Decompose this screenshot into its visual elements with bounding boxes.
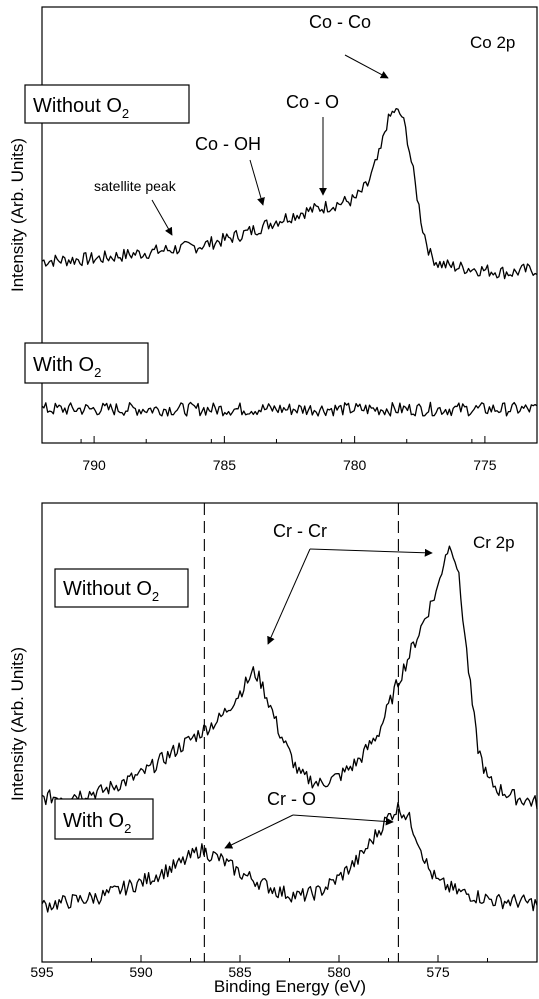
co-panel-label: Co 2p xyxy=(470,33,515,52)
co-condition-label-2: With O2 xyxy=(33,354,101,380)
cr-series-group xyxy=(41,545,538,913)
co-condition-box-2 xyxy=(24,342,149,384)
cr-x-tick-label: 580 xyxy=(327,964,351,980)
co-oh-annotation: Co - OH xyxy=(195,134,261,154)
cr-o-arrow-left xyxy=(224,814,294,849)
co-condition-2-subscript: 2 xyxy=(94,365,101,380)
cr-cr-arrow-right xyxy=(309,548,433,557)
co-co-arrow xyxy=(344,54,389,79)
cr-condition-2-subscript: 2 xyxy=(124,821,131,836)
co-x-tick-label: 790 xyxy=(82,457,106,473)
co-series-group xyxy=(41,107,538,417)
co-x-tick-label: 780 xyxy=(343,457,367,473)
cr-2p-panel: 595 590 585 580 575 Cr 2p Without O2 With O2… xyxy=(8,502,538,996)
cr-condition-1-subscript: 2 xyxy=(152,589,159,604)
co-plot-frame xyxy=(41,6,538,444)
co-co-annotation: Co - Co xyxy=(309,12,371,32)
satellite-peak-annotation: satellite peak xyxy=(94,178,177,194)
co-condition-box-1 xyxy=(24,84,190,124)
cr-panel-label: Cr 2p xyxy=(473,533,515,552)
cr-condition-label-2: With O2 xyxy=(63,810,131,836)
co-x-tick-label: 775 xyxy=(473,457,497,473)
cr-x-tick-label: 575 xyxy=(426,964,450,980)
co-condition-1-subscript: 2 xyxy=(122,106,129,121)
co-condition-1-text: Without O xyxy=(33,95,122,117)
cr-condition-1-text: Without O xyxy=(63,578,152,600)
cr-reference-lines xyxy=(203,503,399,962)
cr-spectrum-line-2 xyxy=(41,801,538,913)
co-condition-2-text: With O xyxy=(33,354,94,376)
cr-condition-box-1 xyxy=(54,568,189,608)
cr-x-tick-label: 590 xyxy=(129,964,153,980)
cr-condition-box-2 xyxy=(54,798,154,840)
co-x-tick-label: 785 xyxy=(213,457,237,473)
cr-cr-annotation: Cr - Cr xyxy=(273,521,327,541)
cr-x-tick-label: 585 xyxy=(228,964,252,980)
cr-condition-label-1: Without O2 xyxy=(63,578,159,604)
cr-x-tick-label: 595 xyxy=(30,964,54,980)
co-2p-panel: 790 785 780 775 Co 2p Without O2 With O2 Co… xyxy=(8,6,538,473)
co-spectrum-line-2 xyxy=(41,401,538,417)
co-o-annotation: Co - O xyxy=(286,92,339,112)
cr-x-ticks: 595 590 585 580 575 xyxy=(30,955,538,980)
co-oh-arrow xyxy=(249,159,265,206)
cr-x-axis-label: Binding Energy (eV) xyxy=(214,977,366,996)
cr-spectrum-line-1 xyxy=(41,545,538,809)
co-condition-label-1: Without O2 xyxy=(33,95,129,121)
co-x-ticks: 790 785 780 775 xyxy=(80,436,538,473)
cr-o-arrow-right xyxy=(292,814,394,826)
co-y-axis-label: Intensity (Arb. Units) xyxy=(8,138,27,292)
cr-o-annotation: Cr - O xyxy=(267,789,316,809)
cr-cr-arrow-left xyxy=(267,548,311,645)
co-spectrum-line-1 xyxy=(41,107,538,280)
cr-y-axis-label: Intensity (Arb. Units) xyxy=(8,647,27,801)
satellite-peak-arrow xyxy=(151,199,173,236)
cr-condition-2-text: With O xyxy=(63,810,124,832)
